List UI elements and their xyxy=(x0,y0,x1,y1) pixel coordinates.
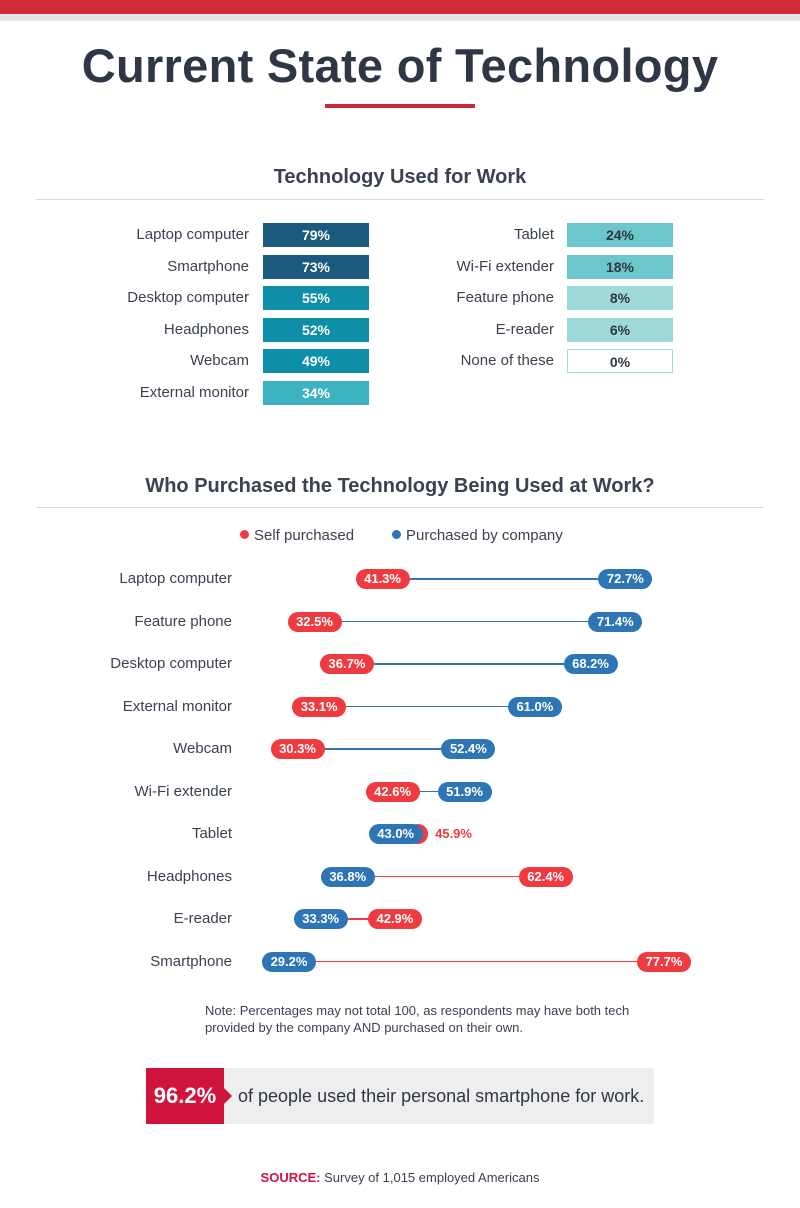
row-label-wi-fi-extender: Wi-Fi extender xyxy=(134,782,232,800)
note-text: Percentages may not total 100, as respon… xyxy=(205,1003,630,1035)
connector-feature-phone xyxy=(314,620,616,622)
tech-label-desktop-computer: Desktop computer xyxy=(127,289,249,307)
tech-value-laptop-computer: 79% xyxy=(263,223,369,247)
tech-value-feature-phone: 8% xyxy=(567,286,673,311)
legend-self-label: Self purchased xyxy=(254,527,355,544)
company-value-feature-phone: 71.4% xyxy=(588,611,643,632)
tech-value-wi-fi-extender: 18% xyxy=(567,254,673,279)
row-label-desktop-computer: Desktop computer xyxy=(110,655,232,672)
connector-laptop-computer xyxy=(382,578,626,580)
source: SOURCE: Survey of 1,015 employed America… xyxy=(0,1170,800,1185)
self-value-wi-fi-extender: 42.6% xyxy=(365,781,420,802)
self-value-headphones: 62.4% xyxy=(518,866,573,887)
tech-value-desktop-computer: 55% xyxy=(263,286,369,311)
tech-value-tablet: 24% xyxy=(567,223,673,247)
connector-headphones xyxy=(347,875,546,877)
row-label-e-reader: E-reader xyxy=(173,910,232,927)
tech-label-wi-fi-extender: Wi-Fi extender xyxy=(456,257,554,275)
tech-label-smartphone: Smartphone xyxy=(167,257,249,275)
tech-value-smartphone: 73% xyxy=(263,254,369,279)
title-underline xyxy=(325,104,475,108)
self-value-webcam: 30.3% xyxy=(270,739,325,759)
self-value-laptop-computer: 41.3% xyxy=(355,569,410,589)
row-label-laptop-computer: Laptop computer xyxy=(119,570,232,587)
company-value-webcam: 52.4% xyxy=(441,739,496,759)
tech-label-external-monitor: External monitor xyxy=(139,384,249,401)
tech-value-webcam: 49% xyxy=(263,349,369,374)
connector-wi-fi-extender xyxy=(392,790,465,792)
note-prefix: Note: xyxy=(205,1003,237,1018)
source-label: SOURCE: xyxy=(260,1170,321,1185)
company-value-external-monitor: 61.0% xyxy=(507,696,562,717)
company-value-tablet: 43.0% xyxy=(368,824,423,844)
company-value-laptop-computer: 72.7% xyxy=(598,569,653,589)
legend-company-purchased: Purchased by company xyxy=(392,526,563,546)
smartphone-callout: 96.2% of people used their personal smar… xyxy=(146,1068,654,1124)
legend-self-purchased: Self purchased xyxy=(240,526,354,546)
company-value-headphones: 36.8% xyxy=(320,866,375,887)
connector-webcam xyxy=(297,748,469,750)
tech-label-tablet: Tablet xyxy=(513,226,554,243)
row-label-external-monitor: External monitor xyxy=(122,697,232,715)
note: Note: Percentages may not total 100, as … xyxy=(205,1002,665,1036)
self-value-tablet: 45.9% xyxy=(435,826,472,841)
company-value-e-reader: 33.3% xyxy=(293,909,348,929)
self-purchased-dot-icon xyxy=(240,530,249,539)
tech-value-none-of-these: 0% xyxy=(567,349,673,374)
who-purchased-title: Who Purchased the Technology Being Used … xyxy=(145,475,655,497)
row-label-feature-phone: Feature phone xyxy=(134,612,232,630)
self-value-external-monitor: 33.1% xyxy=(292,696,347,717)
tech-label-webcam: Webcam xyxy=(190,352,249,370)
callout-value: 96.2% xyxy=(146,1068,232,1124)
self-value-feature-phone: 32.5% xyxy=(287,611,342,632)
tech-label-feature-phone: Feature phone xyxy=(456,289,554,307)
callout-text: of people used their personal smartphone… xyxy=(238,1086,645,1106)
company-purchased-dot-icon xyxy=(392,530,401,539)
who-purchased-divider xyxy=(36,507,764,508)
self-value-desktop-computer: 36.7% xyxy=(319,654,374,674)
tech-label-none-of-these: None of these xyxy=(460,352,554,370)
row-label-smartphone: Smartphone xyxy=(150,952,232,970)
row-label-headphones: Headphones xyxy=(146,867,232,885)
connector-external-monitor xyxy=(319,705,535,707)
tech-used-divider xyxy=(36,199,764,200)
company-value-desktop-computer: 68.2% xyxy=(563,654,618,674)
connector-e-reader xyxy=(320,918,395,920)
self-value-smartphone: 77.7% xyxy=(637,951,691,972)
tech-value-e-reader: 6% xyxy=(567,317,673,342)
connector-desktop-computer xyxy=(346,663,591,665)
top-accent-band xyxy=(0,14,800,21)
tech-used-title: Technology Used for Work xyxy=(273,166,527,188)
row-label-tablet: Tablet xyxy=(191,825,232,842)
tech-label-laptop-computer: Laptop computer xyxy=(136,226,249,243)
company-value-smartphone: 29.2% xyxy=(262,951,316,972)
legend-company-label: Purchased by company xyxy=(406,527,563,544)
source-text: Survey of 1,015 employed Americans xyxy=(324,1170,540,1185)
tech-value-headphones: 52% xyxy=(263,317,369,342)
top-accent-bar xyxy=(0,0,800,14)
tech-value-external-monitor: 34% xyxy=(263,381,369,405)
connector-smartphone xyxy=(289,960,664,962)
self-value-e-reader: 42.9% xyxy=(367,909,422,929)
company-value-wi-fi-extender: 51.9% xyxy=(437,781,492,802)
page-title: Current State of Technology xyxy=(81,39,719,92)
tech-label-e-reader: E-reader xyxy=(495,320,554,338)
row-label-webcam: Webcam xyxy=(173,740,232,757)
tech-label-headphones: Headphones xyxy=(163,320,249,338)
